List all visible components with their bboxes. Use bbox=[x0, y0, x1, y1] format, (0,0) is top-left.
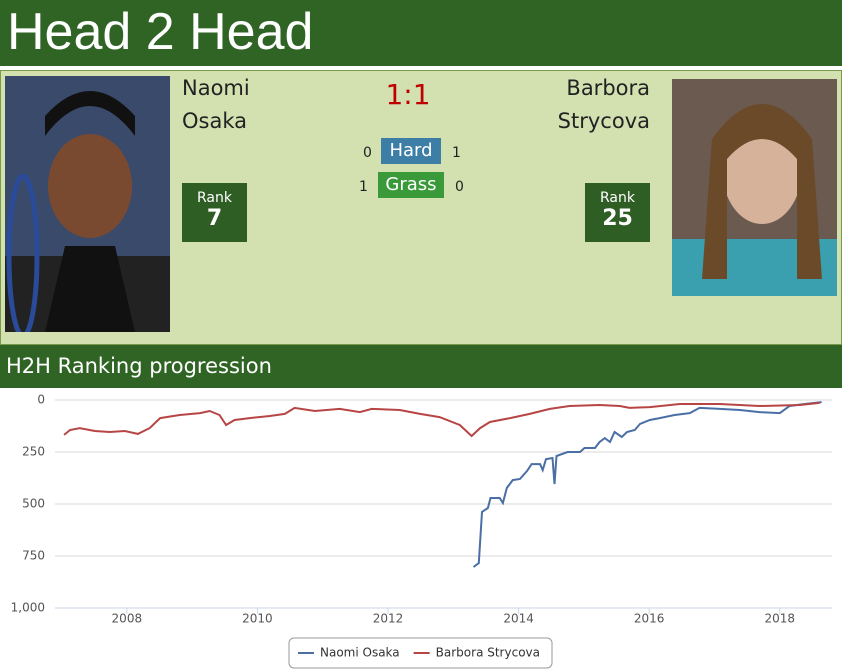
score: 1:1 bbox=[385, 78, 431, 111]
surface: Hard bbox=[381, 138, 441, 164]
page-title: Head 2 Head bbox=[7, 3, 314, 61]
x-tick-label: 2012 bbox=[373, 612, 404, 626]
y-tick-label: 750 bbox=[22, 549, 45, 563]
y-tick-label: 250 bbox=[22, 445, 45, 459]
player-photo bbox=[5, 76, 170, 332]
player-name: Strycova bbox=[557, 109, 650, 133]
legend-label: Barbora Strycova bbox=[436, 646, 540, 660]
series-line bbox=[472, 401, 822, 568]
y-tick-label: 500 bbox=[22, 497, 45, 511]
header: Head 2 Head bbox=[0, 0, 842, 66]
y-tick-label: 1,000 bbox=[11, 601, 45, 615]
section-header: H2H Ranking progression bbox=[0, 345, 842, 388]
rank-value: 7 bbox=[206, 206, 223, 231]
chart: 0 250 500 750 1,000 2008 2010 2012 2014 2016 2018 N… bbox=[11, 393, 832, 669]
rank-label: Rank bbox=[600, 190, 635, 206]
player-photo bbox=[672, 79, 837, 296]
x-tick-label: 2018 bbox=[764, 612, 795, 626]
surface-count: 0 bbox=[363, 145, 372, 161]
rank-box: Rank 7 bbox=[182, 183, 247, 242]
x-tick-label: 2010 bbox=[242, 612, 273, 626]
y-tick-label: 0 bbox=[37, 393, 45, 407]
surface: Grass bbox=[378, 172, 444, 198]
player-name: Naomi bbox=[182, 76, 250, 100]
surface-count: 1 bbox=[359, 179, 368, 195]
legend-label: Naomi Osaka bbox=[320, 646, 400, 660]
player-name: Barbora bbox=[566, 76, 650, 100]
surface-count: 0 bbox=[455, 179, 464, 195]
rank-value: 25 bbox=[602, 206, 633, 231]
series-line bbox=[63, 401, 820, 438]
x-tick-label: 2008 bbox=[112, 612, 143, 626]
rank-label: Rank bbox=[197, 190, 232, 206]
rank-box: Rank 25 bbox=[585, 183, 650, 242]
x-tick-label: 2016 bbox=[634, 612, 665, 626]
section-title: H2H Ranking progression bbox=[6, 354, 272, 378]
player-name: Osaka bbox=[182, 109, 247, 133]
x-tick-label: 2014 bbox=[503, 612, 534, 626]
surface-count: 1 bbox=[452, 145, 461, 161]
